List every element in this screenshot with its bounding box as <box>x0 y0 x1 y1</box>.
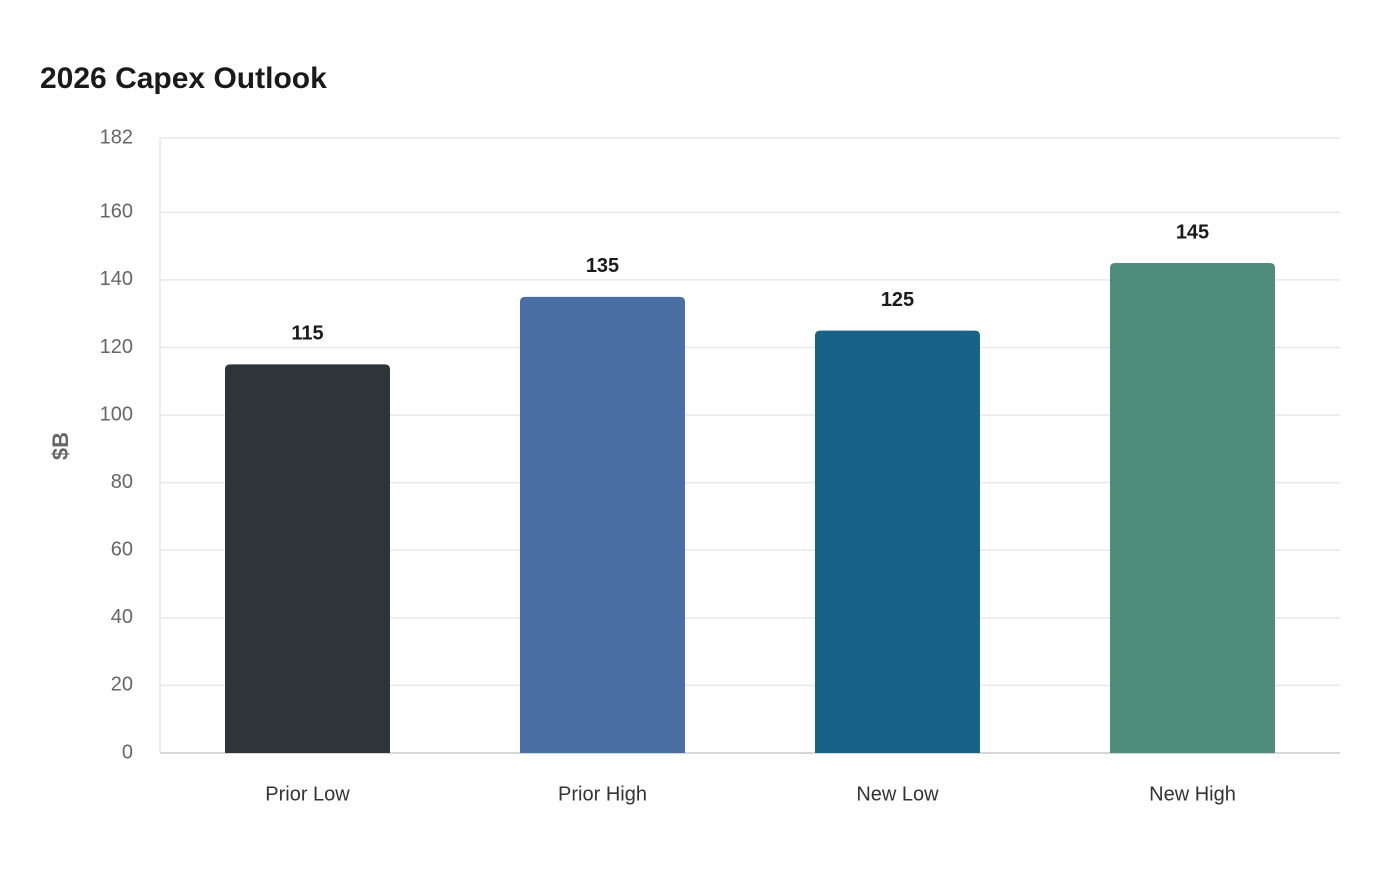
y-tick-label: 120 <box>100 336 133 358</box>
chart-title: 2026 Capex Outlook <box>40 62 327 95</box>
bar <box>815 330 980 753</box>
y-tick-label: 182 <box>100 126 133 148</box>
y-tick-label: 60 <box>111 539 133 561</box>
y-tick-label: 80 <box>111 471 133 493</box>
y-tick-label: 20 <box>111 674 133 696</box>
value-label: 135 <box>586 255 619 277</box>
x-tick-label: New High <box>1149 783 1236 805</box>
y-tick-label: 0 <box>122 741 133 763</box>
y-tick-label: 140 <box>100 268 133 290</box>
y-tick-label: 40 <box>111 606 133 628</box>
y-tick-label: 160 <box>100 201 133 223</box>
x-tick-label: New Low <box>856 783 939 805</box>
bar <box>1110 263 1275 753</box>
y-tick-label: 100 <box>100 403 133 425</box>
y-axis-label: $B <box>48 432 73 460</box>
x-tick-label: Prior Low <box>265 783 350 805</box>
value-label: 145 <box>1176 221 1209 243</box>
x-tick-label: Prior High <box>558 783 647 805</box>
value-label: 125 <box>881 289 914 311</box>
value-label: 115 <box>291 323 323 345</box>
bar <box>520 296 685 753</box>
bar <box>225 364 390 753</box>
